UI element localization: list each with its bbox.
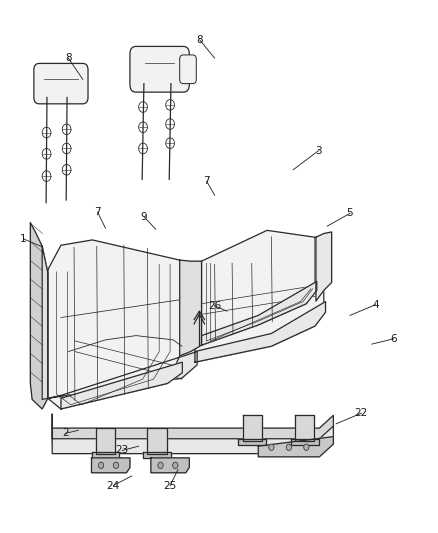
Polygon shape bbox=[143, 451, 171, 458]
Circle shape bbox=[113, 462, 119, 469]
Polygon shape bbox=[52, 426, 333, 454]
Polygon shape bbox=[42, 246, 48, 399]
Polygon shape bbox=[48, 240, 180, 409]
Text: 1: 1 bbox=[20, 234, 27, 244]
Text: 25: 25 bbox=[163, 481, 177, 490]
Polygon shape bbox=[195, 302, 325, 362]
Text: 8: 8 bbox=[197, 35, 203, 45]
Polygon shape bbox=[290, 439, 318, 445]
Polygon shape bbox=[151, 458, 189, 473]
Text: 7: 7 bbox=[94, 207, 101, 217]
Polygon shape bbox=[52, 414, 333, 443]
Text: 4: 4 bbox=[372, 300, 378, 310]
Circle shape bbox=[158, 462, 163, 469]
Circle shape bbox=[99, 462, 104, 469]
Text: 26: 26 bbox=[208, 301, 221, 311]
Polygon shape bbox=[295, 415, 314, 441]
Polygon shape bbox=[316, 232, 332, 301]
Circle shape bbox=[286, 444, 291, 450]
Polygon shape bbox=[92, 451, 120, 458]
Polygon shape bbox=[243, 415, 262, 441]
Text: 22: 22 bbox=[355, 408, 368, 418]
Polygon shape bbox=[201, 230, 315, 345]
Polygon shape bbox=[92, 458, 130, 473]
FancyBboxPatch shape bbox=[34, 63, 88, 104]
Circle shape bbox=[304, 444, 309, 450]
Circle shape bbox=[269, 444, 274, 450]
Polygon shape bbox=[258, 437, 333, 457]
Polygon shape bbox=[201, 281, 317, 345]
Polygon shape bbox=[195, 277, 324, 362]
Polygon shape bbox=[180, 260, 201, 356]
Polygon shape bbox=[148, 428, 166, 454]
FancyBboxPatch shape bbox=[180, 55, 196, 84]
FancyBboxPatch shape bbox=[130, 46, 189, 92]
Polygon shape bbox=[42, 272, 195, 398]
Polygon shape bbox=[96, 428, 115, 454]
Text: 3: 3 bbox=[315, 146, 322, 156]
Polygon shape bbox=[61, 362, 182, 409]
Polygon shape bbox=[48, 352, 197, 398]
Polygon shape bbox=[238, 439, 266, 445]
Text: 9: 9 bbox=[141, 212, 147, 222]
Text: 24: 24 bbox=[107, 481, 120, 490]
Text: 23: 23 bbox=[116, 446, 129, 455]
Text: 8: 8 bbox=[65, 53, 72, 63]
Text: 5: 5 bbox=[346, 208, 353, 219]
Polygon shape bbox=[30, 223, 48, 409]
Text: 7: 7 bbox=[204, 176, 210, 187]
Text: 6: 6 bbox=[390, 334, 397, 344]
Circle shape bbox=[173, 462, 178, 469]
Text: 2: 2 bbox=[62, 429, 69, 439]
